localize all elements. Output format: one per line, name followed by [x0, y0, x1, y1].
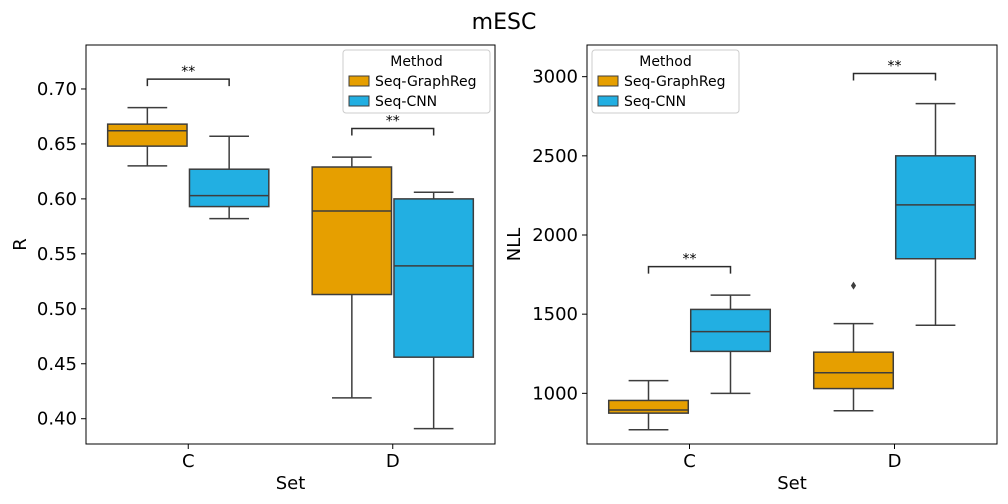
legend-swatch [348, 75, 370, 87]
x-tick-label: D [386, 451, 400, 472]
significance-label: ** [888, 59, 902, 75]
legend-box [342, 49, 491, 114]
box-seq-cnn-d [894, 155, 977, 260]
y-tick-label: 1500 [532, 304, 578, 325]
legend-label: Seq-GraphReg [624, 74, 726, 90]
y-tick-label: 2000 [532, 225, 578, 246]
x-axis-label: Set [276, 473, 306, 494]
box-seq-cnn-c [188, 168, 270, 208]
legend-title: Method [390, 54, 443, 70]
y-tick-label: 0.50 [37, 299, 77, 320]
significance-bracket [146, 78, 230, 87]
y-tick-label: 3000 [532, 67, 578, 88]
significance-bracket [351, 127, 435, 136]
y-axis-label: R [10, 238, 31, 251]
y-tick-label: 0.70 [37, 79, 77, 100]
significance-label: ** [386, 114, 400, 130]
legend-swatch [597, 75, 619, 87]
y-tick-label: 2500 [532, 146, 578, 167]
x-tick-label: C [683, 451, 696, 472]
figure-title: mESC [472, 10, 537, 35]
box-seq-cnn-c [689, 308, 772, 353]
box-seq-cnn-d [393, 198, 475, 358]
y-tick-label: 0.45 [37, 354, 77, 375]
y-tick-label: 0.65 [37, 134, 77, 155]
legend-box [591, 49, 740, 114]
box-seq-graphreg-c [106, 123, 188, 147]
significance-bracket [647, 265, 732, 274]
x-axis-label: Set [777, 473, 807, 494]
y-tick-label: 0.60 [37, 189, 77, 210]
y-tick-label: 0.40 [37, 409, 77, 430]
box-seq-graphreg-c [607, 399, 690, 414]
y-tick-label: 1000 [532, 383, 578, 404]
chart-right: ** ** 1000 1500 2000 2500 3000 C D Set NLL Method Se… [504, 44, 998, 494]
y-axis-label: NLL [504, 228, 525, 262]
legend-label: Seq-GraphReg [375, 74, 477, 90]
x-tick-label: C [182, 451, 195, 472]
significance-label: ** [181, 64, 195, 80]
plot-frame [85, 44, 496, 445]
box-seq-graphreg-d [812, 351, 895, 390]
y-tick-label: 0.55 [37, 244, 77, 265]
legend-swatch [597, 95, 619, 107]
legend-label: Seq-CNN [624, 94, 686, 110]
significance-bracket [852, 72, 937, 81]
box-seq-graphreg-d [311, 166, 393, 296]
legend-title: Method [639, 54, 692, 70]
plot-frame [586, 44, 998, 445]
chart-left: ** ** 0.40 0.45 0.50 0.55 0.60 0.65 0.70 C D Set R Me… [10, 44, 496, 494]
legend-label: Seq-CNN [375, 94, 437, 110]
x-tick-label: D [888, 451, 902, 472]
outlier-marker [850, 281, 857, 290]
legend-swatch [348, 95, 370, 107]
significance-label: ** [683, 252, 697, 268]
